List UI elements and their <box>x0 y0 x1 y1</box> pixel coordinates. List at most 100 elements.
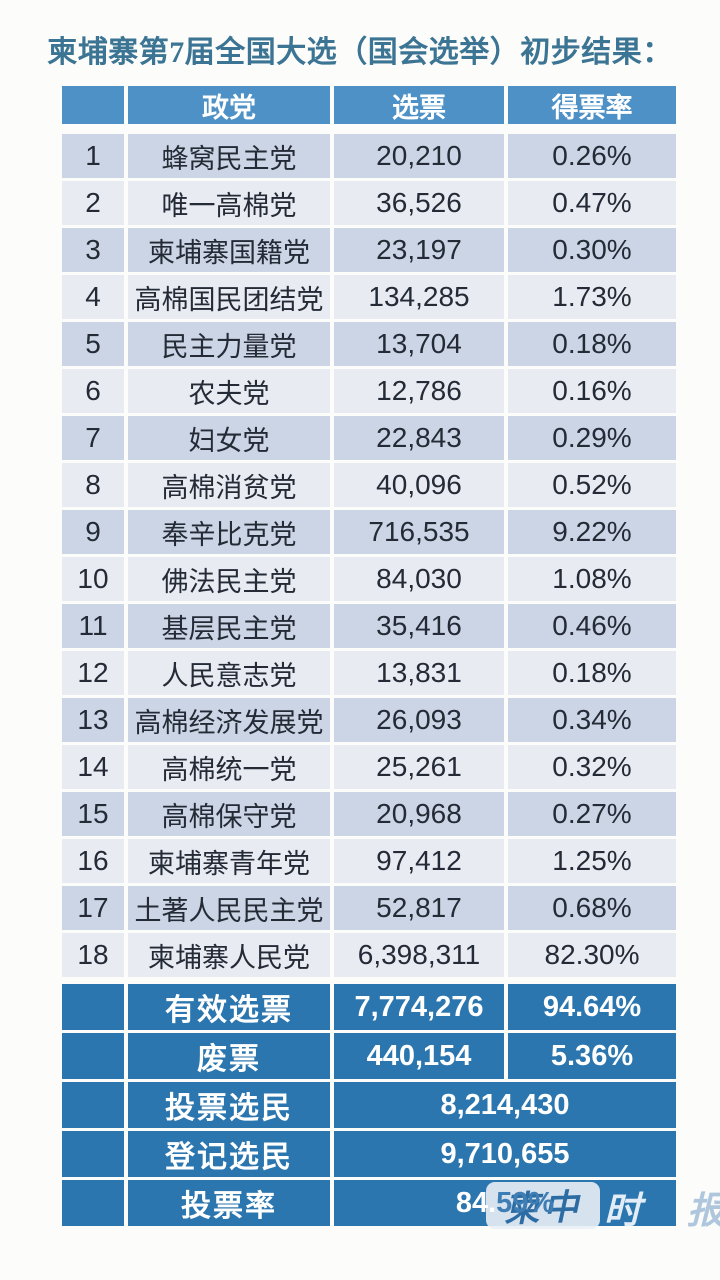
watermark-box: 柬中 <box>486 1182 600 1230</box>
cell-rate: 82.30% <box>508 933 676 977</box>
cell-rate: 5.36% <box>508 1033 676 1079</box>
cell-party: 土著人民民主党 <box>128 886 330 930</box>
cell-rate: 1.73% <box>508 275 676 319</box>
cell-rate: 0.18% <box>508 322 676 366</box>
table-row: 6 农夫党 12,786 0.16% <box>62 369 676 413</box>
table-row: 2 唯一高棉党 36,526 0.47% <box>62 181 676 225</box>
cell-rate: 1.08% <box>508 557 676 601</box>
cell-party: 唯一高棉党 <box>128 181 330 225</box>
cell-index: 11 <box>62 604 124 648</box>
cell-index: 3 <box>62 228 124 272</box>
header-votes: 选票 <box>334 86 504 124</box>
table-row: 1 蜂窝民主党 20,210 0.26% <box>62 134 676 178</box>
cell-votes: 23,197 <box>334 228 504 272</box>
cell-votes: 26,093 <box>334 698 504 742</box>
cell-votes: 36,526 <box>334 181 504 225</box>
table-row: 17 土著人民民主党 52,817 0.68% <box>62 886 676 930</box>
cell-index: 8 <box>62 463 124 507</box>
cell-value: 9,710,655 <box>334 1131 676 1177</box>
cell-rate: 0.32% <box>508 745 676 789</box>
cell-rate: 1.25% <box>508 839 676 883</box>
cell-index: 12 <box>62 651 124 695</box>
summary-row: 投票选民 8,214,430 <box>62 1082 676 1128</box>
cell-rate: 9.22% <box>508 510 676 554</box>
table-row: 5 民主力量党 13,704 0.18% <box>62 322 676 366</box>
cell-index: 5 <box>62 322 124 366</box>
summary-row: 有效选票 7,774,276 94.64% <box>62 984 676 1030</box>
cell-index: 18 <box>62 933 124 977</box>
cell-index <box>62 984 124 1030</box>
turnout-prefix: 84. <box>455 1186 497 1219</box>
cell-index: 1 <box>62 134 124 178</box>
table-body: 1 蜂窝民主党 20,210 0.26% 2 唯一高棉党 36,526 0.47… <box>62 134 676 977</box>
cell-party: 蜂窝民主党 <box>128 134 330 178</box>
cell-rate: 0.27% <box>508 792 676 836</box>
cell-votes: 6,398,311 <box>334 933 504 977</box>
cell-party: 民主力量党 <box>128 322 330 366</box>
page-title: 柬埔寨第7届全国大选（国会选举）初步结果： <box>47 36 673 69</box>
cell-index: 14 <box>62 745 124 789</box>
cell-party: 高棉保守党 <box>128 792 330 836</box>
cell-index: 7 <box>62 416 124 460</box>
cell-votes: 22,843 <box>334 416 504 460</box>
cell-votes: 7,774,276 <box>334 984 504 1030</box>
cell-index: 4 <box>62 275 124 319</box>
cell-votes: 25,261 <box>334 745 504 789</box>
watermark-outer-text: 时 报 <box>604 1184 720 1232</box>
cell-votes: 35,416 <box>334 604 504 648</box>
cell-votes: 13,704 <box>334 322 504 366</box>
summary-row: 登记选民 9,710,655 <box>62 1131 676 1177</box>
cell-votes: 716,535 <box>334 510 504 554</box>
cell-index: 10 <box>62 557 124 601</box>
cell-party: 柬埔寨国籍党 <box>128 228 330 272</box>
cell-value: 8,214,430 <box>334 1082 676 1128</box>
cell-party: 高棉统一党 <box>128 745 330 789</box>
cell-votes: 52,817 <box>334 886 504 930</box>
cell-votes: 40,096 <box>334 463 504 507</box>
cell-party: 柬埔寨青年党 <box>128 839 330 883</box>
header-index <box>62 86 124 124</box>
watermark-char-2: 报 <box>687 1180 720 1234</box>
table-row: 10 佛法民主党 84,030 1.08% <box>62 557 676 601</box>
cell-label: 有效选票 <box>128 984 330 1030</box>
cell-index: 17 <box>62 886 124 930</box>
cell-votes: 134,285 <box>334 275 504 319</box>
table-row: 15 高棉保守党 20,968 0.27% <box>62 792 676 836</box>
cell-party: 高棉国民团结党 <box>128 275 330 319</box>
table-row: 4 高棉国民团结党 134,285 1.73% <box>62 275 676 319</box>
cell-votes: 84,030 <box>334 557 504 601</box>
table-row: 12 人民意志党 13,831 0.18% <box>62 651 676 695</box>
cell-party: 农夫党 <box>128 369 330 413</box>
cell-rate: 0.29% <box>508 416 676 460</box>
table-row: 9 奉辛比克党 716,535 9.22% <box>62 510 676 554</box>
cell-label: 废票 <box>128 1033 330 1079</box>
table-row: 7 妇女党 22,843 0.29% <box>62 416 676 460</box>
cell-party: 基层民主党 <box>128 604 330 648</box>
cell-label: 投票率 <box>128 1180 330 1226</box>
cell-index: 13 <box>62 698 124 742</box>
cell-rate: 0.52% <box>508 463 676 507</box>
turnout-suffix: 59% <box>496 1186 555 1219</box>
cell-rate: 94.64% <box>508 984 676 1030</box>
table-row: 13 高棉经济发展党 26,093 0.34% <box>62 698 676 742</box>
cell-votes: 12,786 <box>334 369 504 413</box>
cell-index: 15 <box>62 792 124 836</box>
cell-votes: 20,968 <box>334 792 504 836</box>
cell-index <box>62 1082 124 1128</box>
cell-rate: 0.16% <box>508 369 676 413</box>
table-row: 14 高棉统一党 25,261 0.32% <box>62 745 676 789</box>
cell-votes: 97,412 <box>334 839 504 883</box>
cell-value: 84. 59% <box>334 1180 676 1226</box>
cell-index: 9 <box>62 510 124 554</box>
watermark-char-1: 时 <box>604 1188 641 1232</box>
cell-index <box>62 1180 124 1226</box>
cell-rate: 0.18% <box>508 651 676 695</box>
cell-votes: 13,831 <box>334 651 504 695</box>
cell-party: 人民意志党 <box>128 651 330 695</box>
table-row: 3 柬埔寨国籍党 23,197 0.30% <box>62 228 676 272</box>
table-row: 11 基层民主党 35,416 0.46% <box>62 604 676 648</box>
cell-rate: 0.68% <box>508 886 676 930</box>
cell-index: 2 <box>62 181 124 225</box>
cell-party: 妇女党 <box>128 416 330 460</box>
